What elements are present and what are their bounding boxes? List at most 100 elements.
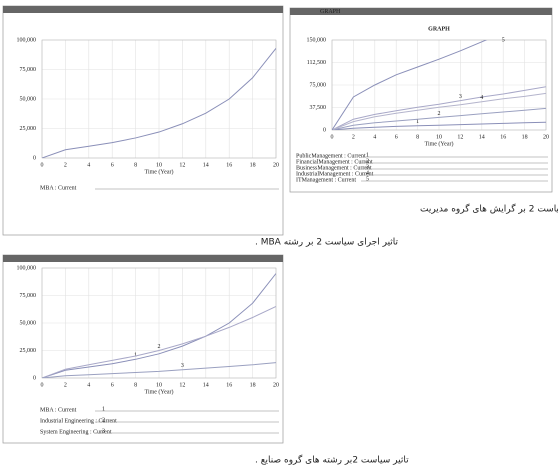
legend-label: System Engineering : Current xyxy=(40,429,112,435)
line-marker-label: 3 xyxy=(459,94,462,100)
data-line xyxy=(332,40,488,130)
chart-title: GRAPH xyxy=(428,26,450,32)
window-frame xyxy=(2,5,284,236)
x-tick-label: 16 xyxy=(226,382,232,388)
x-tick-label: 2 xyxy=(64,162,67,168)
line-marker-label: 3 xyxy=(181,363,184,369)
line-marker-label: 2 xyxy=(438,111,441,117)
caption: تاثیر اجرای سیاست 2 بر رشته MBA . xyxy=(255,238,399,248)
y-tick-label: 100,000 xyxy=(17,265,37,271)
y-tick-label: 50,000 xyxy=(20,96,37,102)
legend-label: ITManagement : Current xyxy=(296,177,356,183)
x-tick-label: 4 xyxy=(373,134,376,140)
x-tick-label: 14 xyxy=(203,162,209,168)
plot-frame xyxy=(41,39,277,159)
x-tick-label: 12 xyxy=(179,382,185,388)
plot-frame xyxy=(41,267,277,379)
legend-marker: 1 xyxy=(366,152,369,158)
legend-marker: 1 xyxy=(102,406,105,412)
legend-marker: 5 xyxy=(366,176,369,182)
window-frame xyxy=(289,7,553,193)
x-tick-label: 18 xyxy=(250,162,256,168)
window-frame xyxy=(2,254,284,444)
legend-marker: 3 xyxy=(102,428,105,434)
line-marker-label: 5 xyxy=(502,37,505,43)
x-tick-label: 8 xyxy=(416,134,419,140)
y-tick-label: 50,000 xyxy=(20,320,37,326)
plot-frame xyxy=(331,39,547,131)
y-tick-label: 100,000 xyxy=(17,37,37,43)
x-tick-label: 0 xyxy=(41,382,44,388)
y-tick-label: 25,000 xyxy=(20,348,37,354)
legend-marker: 2 xyxy=(366,158,369,164)
x-axis-label: Time (Year) xyxy=(144,168,173,175)
data-line xyxy=(42,273,276,378)
legend-label: BusinessManagement : Current xyxy=(296,165,372,171)
x-tick-label: 4 xyxy=(87,382,90,388)
line-marker-label: 2 xyxy=(158,344,161,350)
legend-label: FinancialManagement : Current xyxy=(296,159,373,165)
title-bar xyxy=(3,255,283,262)
x-tick-label: 14 xyxy=(203,382,209,388)
y-tick-label: 0 xyxy=(33,375,36,381)
legend-label: MBA : Current xyxy=(40,185,77,191)
data-line xyxy=(332,107,546,130)
data-line xyxy=(332,92,546,130)
line-marker-label: 1 xyxy=(416,119,419,125)
x-tick-label: 18 xyxy=(522,134,528,140)
legend-label: MBA : Current xyxy=(40,407,77,413)
y-tick-label: 37,500 xyxy=(310,105,327,111)
y-tick-label: 25,000 xyxy=(20,126,37,132)
window-title: GRAPH xyxy=(320,9,341,15)
x-tick-label: 2 xyxy=(64,382,67,388)
legend-label: IndustrialManagement : Current xyxy=(296,171,374,177)
x-tick-label: 8 xyxy=(134,162,137,168)
x-tick-label: 10 xyxy=(156,382,162,388)
legend-marker: 2 xyxy=(102,417,105,423)
data-line xyxy=(332,121,546,130)
data-line xyxy=(42,362,276,378)
y-tick-label: 75,000 xyxy=(20,67,37,73)
x-tick-label: 12 xyxy=(179,162,185,168)
y-tick-label: 0 xyxy=(33,155,36,161)
x-tick-label: 6 xyxy=(111,162,114,168)
data-line xyxy=(42,306,276,378)
caption: تاثیر سیاست 2بر رشته های گروه صنایع . xyxy=(255,454,409,466)
x-tick-label: 14 xyxy=(479,134,485,140)
x-axis-label: Time (Year) xyxy=(144,388,173,395)
y-tick-label: 112,500 xyxy=(307,60,326,66)
x-tick-label: 6 xyxy=(111,382,114,388)
x-tick-label: 6 xyxy=(395,134,398,140)
x-tick-label: 4 xyxy=(87,162,90,168)
legend-marker: 4 xyxy=(366,170,369,176)
caption: تاثیر سیاست 2 بر گرایش های گروه مدیریت xyxy=(420,203,558,215)
x-tick-label: 10 xyxy=(436,134,442,140)
legend-label: PublicManagement : Current xyxy=(296,153,366,159)
x-axis-label: Time (Year) xyxy=(424,140,453,147)
x-tick-label: 18 xyxy=(250,382,256,388)
y-tick-label: 75,000 xyxy=(310,82,327,88)
y-tick-label: 150,000 xyxy=(307,37,327,43)
title-bar xyxy=(290,8,552,15)
x-tick-label: 12 xyxy=(457,134,463,140)
line-marker-label: 4 xyxy=(480,95,483,101)
x-tick-label: 0 xyxy=(41,162,44,168)
legend-label: Industrial Engineering : Current xyxy=(40,418,117,424)
data-line xyxy=(332,86,546,130)
data-line xyxy=(42,47,276,158)
x-tick-label: 2 xyxy=(352,134,355,140)
x-tick-label: 8 xyxy=(134,382,137,388)
x-tick-label: 20 xyxy=(543,134,549,140)
x-tick-label: 0 xyxy=(331,134,334,140)
x-tick-label: 20 xyxy=(273,162,279,168)
y-tick-label: 0 xyxy=(323,127,326,133)
x-tick-label: 20 xyxy=(273,382,279,388)
x-tick-label: 16 xyxy=(500,134,506,140)
legend-marker: 3 xyxy=(366,164,369,170)
x-tick-label: 10 xyxy=(156,162,162,168)
x-tick-label: 16 xyxy=(226,162,232,168)
